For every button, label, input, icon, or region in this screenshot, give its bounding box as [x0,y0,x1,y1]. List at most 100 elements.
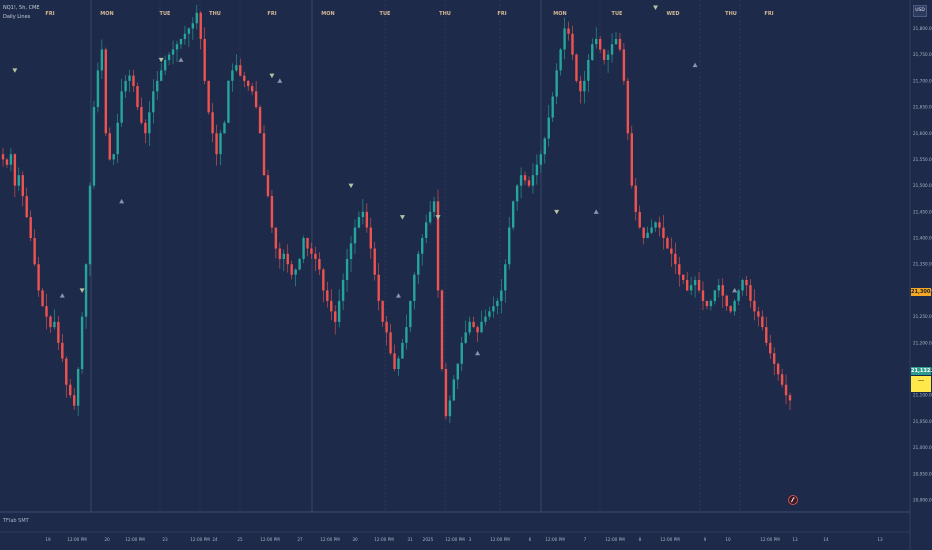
candle-body [409,300,412,328]
candle-body [223,122,226,134]
candle-body [519,175,523,186]
candle-body [258,107,262,134]
candle-body [757,311,760,317]
candle-body [606,54,610,60]
candle-body [163,59,167,71]
candle-body [543,138,547,155]
candle-body [500,290,503,301]
candle-body [349,243,353,259]
tv-logo-icon[interactable] [788,495,798,505]
candle-body [29,217,32,239]
time-tick-label: 12:00 PM [67,537,87,542]
candle-body [761,316,764,328]
yellow-price-tag: ... [911,376,931,392]
candle-body [610,44,614,55]
candle-body [551,96,554,118]
candle-body [444,369,448,417]
signal-marker [178,57,184,62]
candle-body [211,112,214,134]
candle-body [45,306,48,317]
candle-body [9,154,13,165]
time-tick-label: 12:00 PM [260,537,280,542]
candle-body [156,80,159,92]
candle-body [239,65,242,76]
candle-body [670,248,673,254]
time-tick-label: 12:00 PM [490,537,510,542]
candle-body [100,49,104,71]
day-label: THU [725,11,737,17]
candle-body [381,300,384,322]
signal-marker [269,73,275,79]
candle-body [496,300,499,307]
candle-body [262,133,266,176]
candle-body [682,274,685,280]
price-tick-label: 21,750.00 [913,52,932,57]
candle-body [69,384,72,396]
candle-body [634,185,637,212]
candle-body [456,363,459,380]
day-label: MON [553,11,566,17]
candle-body [567,28,570,34]
candle-body [120,91,123,123]
candle-body [298,259,301,270]
candle-body [314,253,317,259]
time-tick-label: 12:00 PM [320,537,340,542]
candle-body [468,321,471,333]
currency-button[interactable]: USD [913,5,927,17]
candle-body [472,321,475,328]
candle-body [318,259,321,270]
candle-body [709,300,713,307]
candle-body [642,227,645,239]
signal-marker [732,287,738,293]
time-tick-label: 31 [407,537,413,542]
time-tick-label: 12:00 PM [760,537,780,542]
candle-body [626,80,630,134]
day-label: TUE [380,11,391,17]
candle-body [290,264,293,275]
time-tick-label: 12:00 PM [445,537,465,542]
candle-body [721,285,724,296]
time-tick-label: 12:00 PM [190,537,210,542]
signal-marker [79,288,85,293]
candle-body [199,12,202,39]
day-label: FRI [497,11,506,17]
candle-body [65,358,68,385]
candle-body [1,154,5,160]
candle-body [678,264,681,275]
time-tick-label: 8 [639,537,642,542]
candle-body [104,49,108,134]
time-axis[interactable]: 19 12:00 PM 20 12:00 PM 23 12:00 PM 24 25 12:00 … [45,537,883,542]
indicator-pane-label[interactable]: TFlab SMT [3,518,29,524]
candle-body [365,211,369,228]
symbol-title[interactable]: NQ1!, 5h, CME [3,5,40,11]
candle-body [504,264,507,291]
candle-body [389,332,392,354]
top-day-labels: FRI MON TUE THU FRI MON TUE THU FRI MON TUE WED THU F… [45,11,773,17]
price-tick-label: 21,500.00 [913,183,932,188]
time-tick-label: 27 [297,537,303,542]
price-tick-label: 21,700.00 [913,78,932,83]
signal-marker [348,183,354,189]
time-tick-label: 23 [162,537,168,542]
candle-body [515,185,519,202]
candle-body [484,316,487,322]
last-price-tag: 21,300.00 [911,288,932,296]
time-tick-label: 3 [469,537,472,542]
candle-body [602,49,606,60]
candle-body [531,175,535,186]
price-tick-label: 21,450.00 [913,209,932,214]
candle-body [749,285,752,301]
day-label: THU [439,11,451,17]
candle-body [618,38,622,50]
indicator-label[interactable]: Daily Lines [3,14,31,20]
candle-body [666,238,669,249]
time-tick-label: 12:00 PM [374,537,394,542]
candle-body [508,227,511,265]
candle-body [41,290,44,307]
candle-body [132,75,135,87]
candle-body [17,175,21,186]
candle-body [705,300,709,307]
candle-body [183,33,187,39]
time-tick-label: 12:00 PM [605,537,625,542]
